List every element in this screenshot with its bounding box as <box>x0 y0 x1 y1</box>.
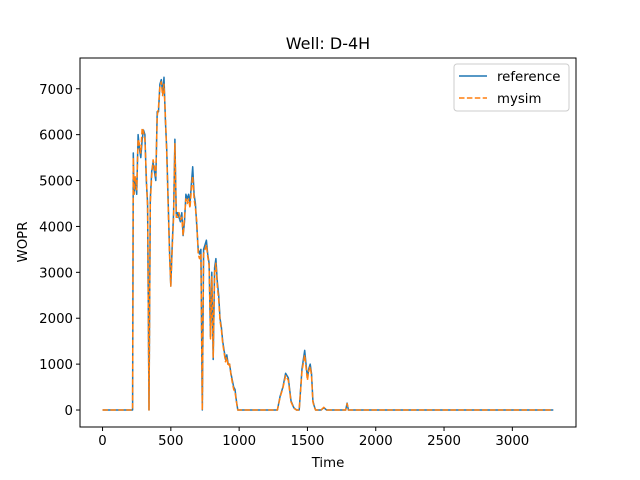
legend-label-reference: reference <box>497 70 561 85</box>
y-tick-label: 3000 <box>39 266 73 281</box>
plot-area <box>102 76 554 411</box>
y-tick-label: 5000 <box>39 175 73 190</box>
legend: reference mysim <box>453 63 570 112</box>
x-tick-label: 2500 <box>427 434 461 449</box>
y-tick-label: 7000 <box>39 83 73 98</box>
x-axis-label: Time <box>311 456 345 471</box>
y-axis: 0 1000 2000 3000 4000 5000 6000 7000 <box>39 83 80 419</box>
x-tick-label: 2000 <box>359 434 393 449</box>
x-axis: 0 500 1000 1500 2000 2500 3000 <box>98 427 529 449</box>
y-axis-label: WOPR <box>16 222 31 263</box>
x-tick-label: 500 <box>158 434 183 449</box>
plot-frame <box>79 57 577 428</box>
x-tick-label: 1500 <box>291 434 325 449</box>
x-tick-label: 0 <box>98 434 106 449</box>
y-tick-label: 4000 <box>39 220 73 235</box>
x-tick-label: 1000 <box>222 434 256 449</box>
y-tick-label: 6000 <box>39 129 73 144</box>
y-tick-label: 1000 <box>39 358 73 373</box>
y-tick-label: 0 <box>65 404 73 419</box>
legend-label-mysim: mysim <box>497 92 541 107</box>
x-tick-label: 3000 <box>495 434 529 449</box>
y-tick-label: 2000 <box>39 312 73 327</box>
chart-title: Well: D-4H <box>286 34 370 53</box>
